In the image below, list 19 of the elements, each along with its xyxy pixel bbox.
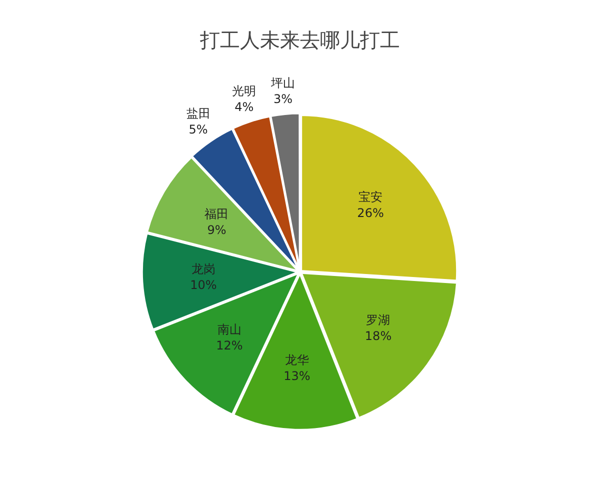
data-label: 5% <box>188 122 208 136</box>
data-label: 4% <box>234 100 254 114</box>
slice-label: 坪山 <box>270 76 295 90</box>
data-label: 26% <box>357 206 384 220</box>
data-label: 3% <box>273 92 292 106</box>
data-label: 18% <box>364 328 392 343</box>
slice-label: 光明 <box>232 84 256 98</box>
data-label: 13% <box>284 368 310 383</box>
slice-label: 宝安 <box>358 190 383 204</box>
data-label: 10% <box>190 278 217 292</box>
slice-label: 南山 <box>217 322 242 336</box>
chart-title: 打工人未来去哪儿打工 <box>199 28 400 52</box>
slice-label: 罗湖 <box>366 312 390 327</box>
data-label: 9% <box>207 222 226 237</box>
slice-label: 龙华 <box>284 352 309 367</box>
slice-label: 龙岗 <box>191 262 216 276</box>
slice-label: 盐田 <box>186 106 210 120</box>
slice-label: 福田 <box>204 206 229 221</box>
data-label: 12% <box>216 338 243 352</box>
